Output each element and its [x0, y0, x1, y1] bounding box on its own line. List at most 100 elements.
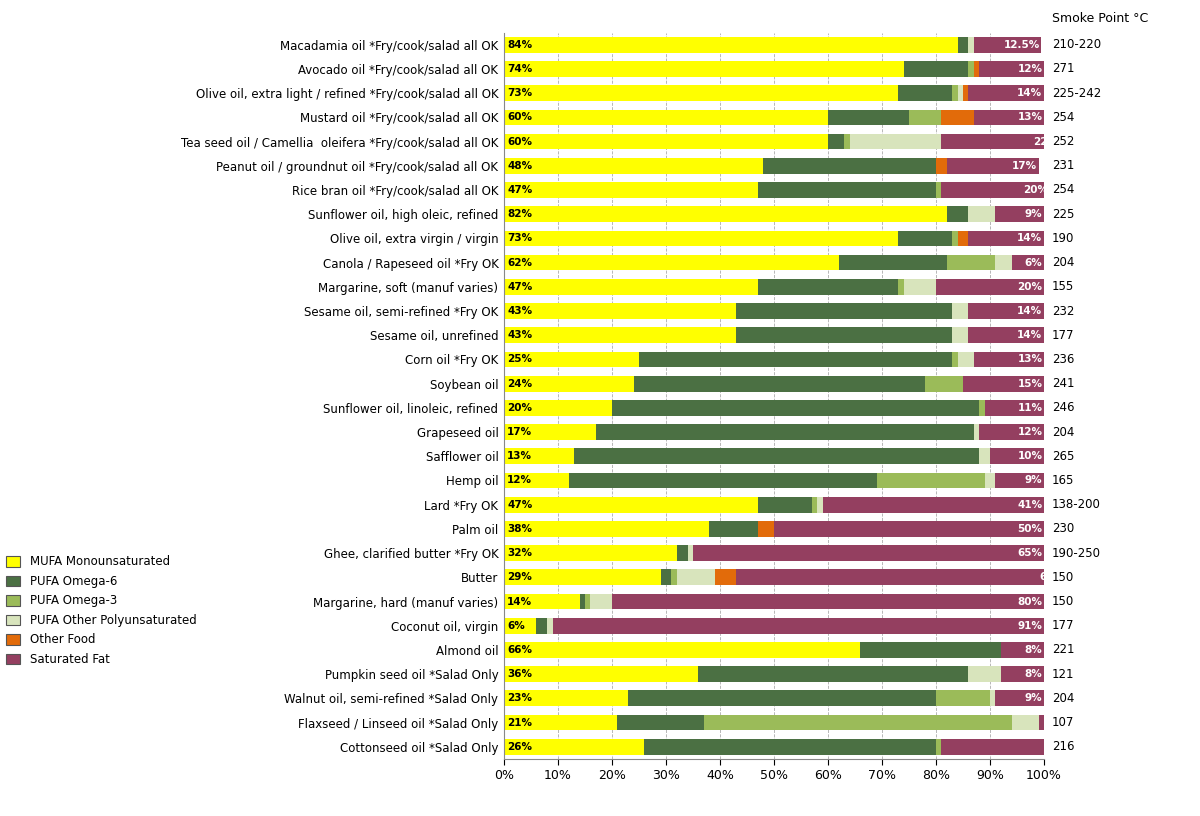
Bar — [595, 424, 974, 440]
Bar — [590, 594, 612, 610]
Bar — [979, 424, 1044, 440]
Legend: MUFA Monounsaturated, PUFA Omega-6, PUFA Omega-3, PUFA Other Polyunsaturated, Ot: MUFA Monounsaturated, PUFA Omega-6, PUFA… — [6, 556, 197, 666]
Bar — [968, 667, 1001, 682]
Text: 29%: 29% — [508, 572, 532, 583]
Bar — [860, 642, 1001, 658]
Bar — [996, 690, 1044, 706]
Bar — [1001, 667, 1044, 682]
Text: 73%: 73% — [508, 233, 533, 243]
Text: 6%: 6% — [1025, 258, 1043, 268]
Text: 241: 241 — [1051, 377, 1074, 390]
Text: 24%: 24% — [508, 379, 533, 388]
Bar — [968, 86, 1044, 101]
Bar — [504, 86, 898, 101]
Bar — [504, 327, 737, 343]
Bar — [569, 472, 876, 488]
Bar — [974, 61, 979, 77]
Bar — [575, 449, 979, 464]
Bar — [504, 497, 758, 512]
Bar — [758, 521, 774, 537]
Bar — [958, 231, 968, 246]
Text: 47%: 47% — [508, 499, 533, 510]
Bar — [898, 86, 953, 101]
Bar — [817, 497, 823, 512]
Text: 91%: 91% — [1018, 621, 1043, 631]
Text: 225: 225 — [1051, 208, 1074, 220]
Text: 254: 254 — [1051, 184, 1074, 197]
Bar — [758, 279, 898, 295]
Bar — [964, 86, 968, 101]
Bar — [936, 158, 947, 174]
Text: 155: 155 — [1051, 281, 1074, 293]
Bar — [942, 134, 1061, 149]
Bar — [688, 545, 694, 561]
Bar — [968, 61, 974, 77]
Bar — [504, 352, 640, 367]
Bar — [823, 497, 1044, 512]
Text: 22%: 22% — [1033, 136, 1058, 147]
Text: 204: 204 — [1051, 256, 1074, 269]
Text: 12%: 12% — [1018, 64, 1043, 74]
Bar — [644, 739, 936, 755]
Bar — [1012, 715, 1038, 730]
Text: 190: 190 — [1051, 232, 1074, 245]
Bar — [947, 206, 968, 222]
Text: 11%: 11% — [1072, 717, 1097, 728]
Bar — [504, 715, 618, 730]
Text: 32%: 32% — [508, 548, 533, 558]
Text: 138-200: 138-200 — [1051, 499, 1100, 511]
Text: 13%: 13% — [1018, 354, 1043, 365]
Bar — [958, 352, 974, 367]
Text: 14%: 14% — [1018, 233, 1043, 243]
Text: 74%: 74% — [508, 64, 533, 74]
Bar — [504, 570, 661, 585]
Bar — [979, 400, 985, 415]
Text: 246: 246 — [1051, 401, 1074, 415]
Bar — [996, 206, 1044, 222]
Text: 231: 231 — [1051, 159, 1074, 172]
Text: 25%: 25% — [508, 354, 533, 365]
Text: 9%: 9% — [1025, 209, 1043, 220]
Text: 230: 230 — [1051, 522, 1074, 535]
Text: 65%: 65% — [1018, 548, 1043, 558]
Bar — [936, 690, 990, 706]
Text: 20%: 20% — [508, 403, 533, 413]
Bar — [958, 86, 964, 101]
Bar — [1001, 642, 1044, 658]
Text: 271: 271 — [1051, 63, 1074, 75]
Text: 26%: 26% — [508, 742, 533, 752]
Bar — [953, 231, 958, 246]
Bar — [936, 182, 942, 197]
Text: 20%: 20% — [1018, 282, 1043, 292]
Bar — [953, 352, 958, 367]
Text: 38%: 38% — [508, 524, 533, 534]
Bar — [942, 182, 1050, 197]
Bar — [504, 424, 595, 440]
Text: 9%: 9% — [1025, 476, 1043, 486]
Bar — [828, 134, 845, 149]
Text: 236: 236 — [1051, 353, 1074, 366]
Bar — [904, 279, 936, 295]
Bar — [990, 690, 996, 706]
Bar — [974, 424, 979, 440]
Text: 17%: 17% — [1012, 161, 1037, 171]
Text: 225-242: 225-242 — [1051, 86, 1102, 100]
Bar — [677, 545, 688, 561]
Bar — [634, 376, 925, 392]
Bar — [536, 618, 547, 633]
Text: 21%: 21% — [508, 717, 533, 728]
Text: 150: 150 — [1051, 595, 1074, 608]
Text: 66%: 66% — [508, 645, 533, 655]
Bar — [953, 304, 968, 319]
Text: 14%: 14% — [1018, 306, 1043, 316]
Text: 20%: 20% — [1022, 185, 1048, 195]
Bar — [698, 667, 968, 682]
Bar — [974, 352, 1044, 367]
Bar — [709, 521, 758, 537]
Bar — [694, 545, 1044, 561]
Bar — [504, 61, 904, 77]
Text: 14%: 14% — [1018, 330, 1043, 340]
Bar — [677, 570, 714, 585]
Bar — [618, 715, 703, 730]
Bar — [996, 472, 1044, 488]
